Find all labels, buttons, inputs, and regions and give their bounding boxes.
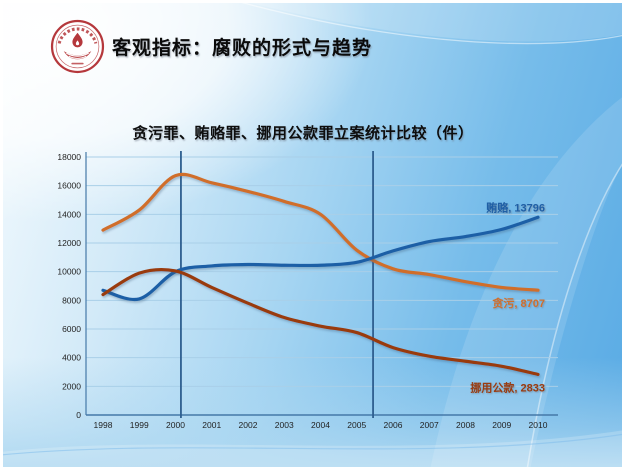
x-tick-label: 2001 [202, 420, 221, 430]
university-seal-icon [50, 19, 105, 74]
chart-axes [85, 152, 558, 416]
y-tick-label: 16000 [57, 181, 81, 191]
x-tick-label: 2009 [492, 420, 511, 430]
x-tick-label: 2000 [166, 420, 185, 430]
slide-header: 客观指标：腐败的形式与趋势 [0, 0, 625, 90]
x-tick-label: 2005 [347, 420, 366, 430]
y-tick-label: 8000 [62, 295, 81, 305]
x-tick-label: 1999 [130, 420, 149, 430]
series-end-label-挪用公款: 挪用公款, 2833 [470, 380, 545, 394]
y-tick-label: 6000 [62, 324, 81, 334]
y-tick-label: 0 [76, 410, 81, 420]
y-tick-label: 2000 [62, 381, 81, 391]
x-tick-label: 2003 [275, 420, 294, 430]
y-tick-label: 10000 [57, 267, 81, 277]
chart-gridlines [86, 156, 558, 387]
series-line-贿赂 [101, 215, 540, 302]
series-end-label-贿赂: 贿赂, 13796 [486, 200, 545, 214]
x-tick-label: 2008 [456, 420, 475, 430]
x-tick-label: 2010 [529, 420, 548, 430]
y-tick-label: 14000 [57, 209, 81, 219]
chart-tick-and-series-labels: 0 2000 4000 6000 8000 10000 12000 14000 16000 180… [57, 152, 547, 430]
slide-title: 客观指标：腐败的形式与趋势 [112, 38, 373, 59]
chart-series-lines [101, 172, 540, 376]
x-tick-label: 2002 [239, 420, 258, 430]
x-tick-label: 2007 [420, 420, 439, 430]
y-tick-label: 4000 [62, 353, 81, 363]
y-tick-label: 18000 [57, 152, 81, 162]
series-line-挪用公款 [101, 267, 540, 376]
x-tick-label: 1998 [94, 420, 113, 430]
y-tick-label: 12000 [57, 238, 81, 248]
university-seal-logo [50, 19, 105, 74]
series-line-贪污 [101, 172, 540, 292]
x-tick-label: 2006 [384, 420, 403, 430]
chart-annotation-vlines [180, 151, 374, 418]
x-tick-label: 2004 [311, 420, 330, 430]
chart-title: 贪污罪、贿赂罪、挪用公款罪立案统计比较（件） [132, 125, 474, 142]
series-end-label-贪污: 贪污, 8707 [491, 296, 545, 310]
